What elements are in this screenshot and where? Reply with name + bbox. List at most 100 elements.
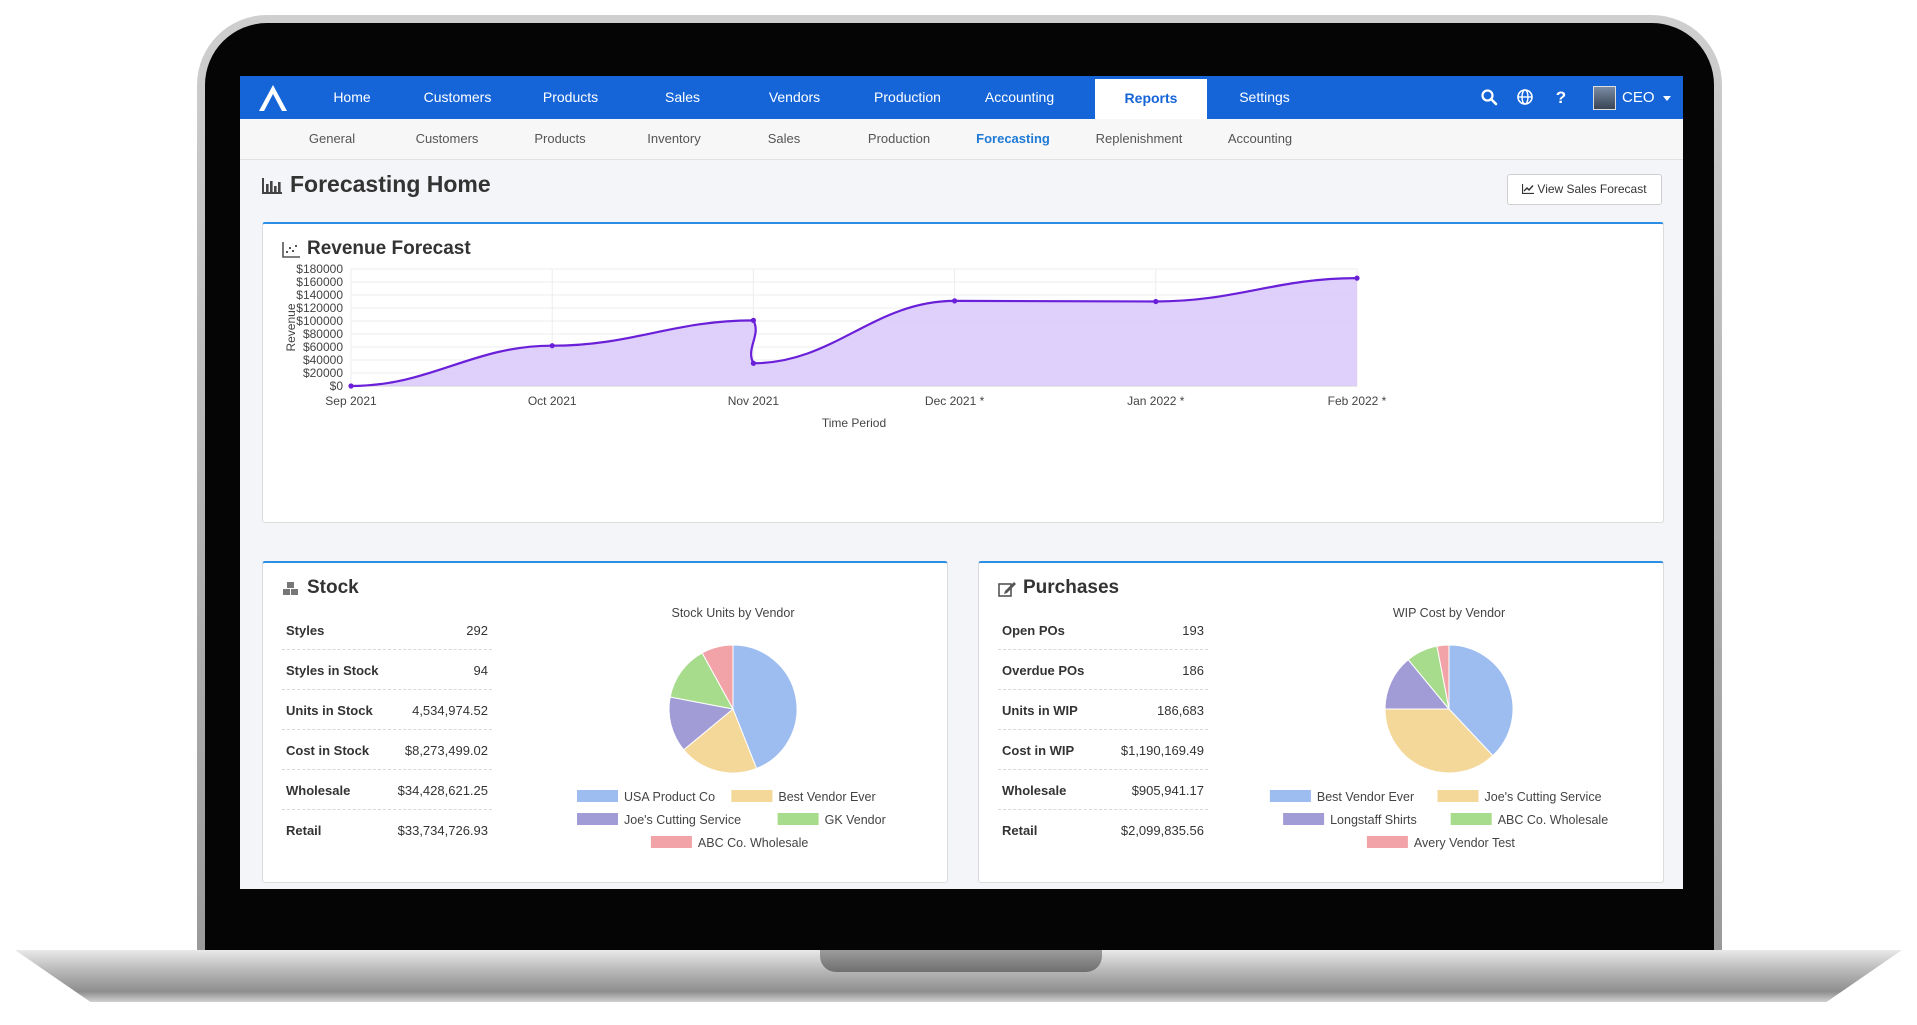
nav-products[interactable]: Products bbox=[542, 89, 599, 105]
y-tick-label: $60000 bbox=[303, 340, 343, 354]
stat-value: 94 bbox=[473, 663, 488, 678]
subnav-customers[interactable]: Customers bbox=[415, 131, 479, 146]
revenue-data-point bbox=[750, 317, 756, 323]
stat-value: 186,683 bbox=[1157, 703, 1204, 718]
stat-label: Open POs bbox=[1002, 623, 1065, 638]
help-icon[interactable]: ? bbox=[1552, 88, 1570, 106]
stat-row: Open POs 193 bbox=[998, 610, 1208, 650]
stock-legend-swatch bbox=[577, 790, 618, 802]
wip-legend-label: Avery Vendor Test bbox=[1414, 836, 1516, 850]
nav-production[interactable]: Production bbox=[874, 89, 941, 105]
stock-legend-label: GK Vendor bbox=[825, 813, 886, 827]
wip-legend-swatch bbox=[1366, 836, 1408, 848]
stat-label: Cost in Stock bbox=[286, 743, 370, 758]
stat-value: $1,190,169.49 bbox=[1120, 743, 1204, 758]
subnav-general[interactable]: General bbox=[308, 131, 356, 146]
nav-home[interactable]: Home bbox=[333, 89, 371, 105]
stock-pie-title: Stock Units by Vendor bbox=[672, 606, 795, 620]
stat-value: 292 bbox=[466, 623, 488, 638]
stat-label: Styles bbox=[286, 623, 325, 638]
x-tick-label: Jan 2022 * bbox=[1127, 394, 1185, 408]
revenue-data-point bbox=[348, 383, 354, 389]
stat-label: Cost in WIP bbox=[1002, 743, 1075, 758]
subnav-sales[interactable]: Sales bbox=[767, 131, 801, 146]
nav-reports[interactable]: Reports bbox=[1095, 76, 1207, 119]
stock-panel: Stock Styles 292 Styles in Stock 94 Units … bbox=[262, 561, 948, 883]
stat-row: Styles in Stock 94 bbox=[282, 650, 492, 690]
cubes-icon bbox=[283, 582, 298, 595]
subnav-forecasting[interactable]: Forecasting bbox=[976, 131, 1050, 146]
search-icon[interactable] bbox=[1480, 88, 1498, 106]
stock-legend-label: ABC Co. Wholesale bbox=[698, 836, 809, 850]
stat-value: 193 bbox=[1182, 623, 1204, 638]
nav-settings[interactable]: Settings bbox=[1239, 89, 1290, 105]
wip-pie-slice bbox=[1384, 708, 1494, 774]
subnav-production[interactable]: Production bbox=[867, 131, 931, 146]
logo-icon[interactable] bbox=[256, 82, 290, 114]
stat-row: Cost in WIP $1,190,169.49 bbox=[998, 730, 1208, 770]
view-sales-forecast-button[interactable]: View Sales Forecast bbox=[1507, 174, 1662, 205]
avatar bbox=[1593, 86, 1616, 110]
scatter-chart-icon bbox=[282, 242, 300, 258]
stat-value: $905,941.17 bbox=[1131, 783, 1204, 798]
y-tick-label: $140000 bbox=[296, 288, 343, 302]
globe-icon[interactable] bbox=[1516, 88, 1534, 106]
y-tick-label: $40000 bbox=[303, 353, 343, 367]
wip-legend-swatch bbox=[1283, 813, 1325, 825]
x-tick-label: Nov 2021 bbox=[728, 394, 780, 408]
stat-label: Overdue POs bbox=[1002, 663, 1085, 678]
sub-nav: General Customers Products Inventory Sal… bbox=[240, 119, 1683, 160]
stat-value: $8,273,499.02 bbox=[404, 743, 488, 758]
stock-pie-slice bbox=[668, 696, 735, 751]
y-tick-label: $160000 bbox=[296, 275, 343, 289]
wip-pie-slice bbox=[1436, 644, 1450, 710]
wip-legend-label: Joe's Cutting Service bbox=[1485, 790, 1602, 804]
user-label: CEO bbox=[1622, 89, 1655, 106]
stat-row: Styles 292 bbox=[282, 610, 492, 650]
subnav-replenishment[interactable]: Replenishment bbox=[1095, 131, 1183, 146]
purchases-panel: Purchases Open POs 193 Overdue POs 186 Uni… bbox=[978, 561, 1664, 883]
y-tick-label: $80000 bbox=[303, 327, 343, 341]
revenue-data-point bbox=[1354, 275, 1360, 281]
stock-legend-swatch bbox=[731, 790, 773, 802]
stat-row: Wholesale $34,428,621.25 bbox=[282, 770, 492, 810]
stat-row: Wholesale $905,941.17 bbox=[998, 770, 1208, 810]
stock-stats: Styles 292 Styles in Stock 94 Units in Sto… bbox=[282, 610, 492, 849]
y-tick-label: $100000 bbox=[296, 314, 343, 328]
wip-pie-slice bbox=[1384, 658, 1451, 710]
page-title: Forecasting Home bbox=[290, 171, 491, 197]
nav-accounting[interactable]: Accounting bbox=[984, 89, 1055, 105]
subnav-inventory[interactable]: Inventory bbox=[647, 131, 701, 146]
wip-legend-swatch bbox=[1437, 790, 1479, 802]
revenue-data-point bbox=[1153, 298, 1159, 305]
y-tick-label: $180000 bbox=[296, 262, 343, 276]
stat-value: $34,428,621.25 bbox=[397, 783, 488, 798]
stock-legend-swatch bbox=[777, 813, 819, 825]
nav-vendors[interactable]: Vendors bbox=[768, 89, 821, 105]
purchases-title: Purchases bbox=[1023, 577, 1120, 598]
stock-legend-label: Best Vendor Ever bbox=[778, 790, 875, 804]
chevron-down-icon bbox=[1663, 96, 1671, 101]
revenue-data-point bbox=[750, 360, 756, 366]
edit-icon bbox=[998, 582, 1016, 597]
x-tick-label: Feb 2022 * bbox=[1328, 394, 1387, 408]
subnav-products[interactable]: Products bbox=[534, 131, 586, 146]
stock-legend-label: USA Product Co bbox=[624, 790, 715, 804]
stock-legend-swatch bbox=[650, 836, 692, 848]
wip-legend-swatch bbox=[1450, 813, 1492, 825]
stat-value: 186 bbox=[1182, 663, 1204, 678]
wip-pie-title: WIP Cost by Vendor bbox=[1393, 606, 1505, 620]
revenue-data-point bbox=[952, 298, 958, 304]
stock-units-pie-chart: Stock Units by Vendor USA Product Co Best … bbox=[577, 606, 886, 850]
subnav-accounting[interactable]: Accounting bbox=[1227, 131, 1293, 146]
stock-pie-slice bbox=[732, 644, 798, 770]
y-tick-label: $20000 bbox=[303, 366, 343, 380]
nav-sales[interactable]: Sales bbox=[664, 89, 701, 105]
stock-pie-slice bbox=[682, 708, 758, 774]
stock-legend-swatch bbox=[577, 813, 618, 825]
nav-customers[interactable]: Customers bbox=[423, 89, 492, 105]
wip-legend-label: ABC Co. Wholesale bbox=[1498, 813, 1609, 827]
x-tick-label: Sep 2021 bbox=[325, 394, 377, 408]
line-chart-icon bbox=[1522, 184, 1535, 195]
